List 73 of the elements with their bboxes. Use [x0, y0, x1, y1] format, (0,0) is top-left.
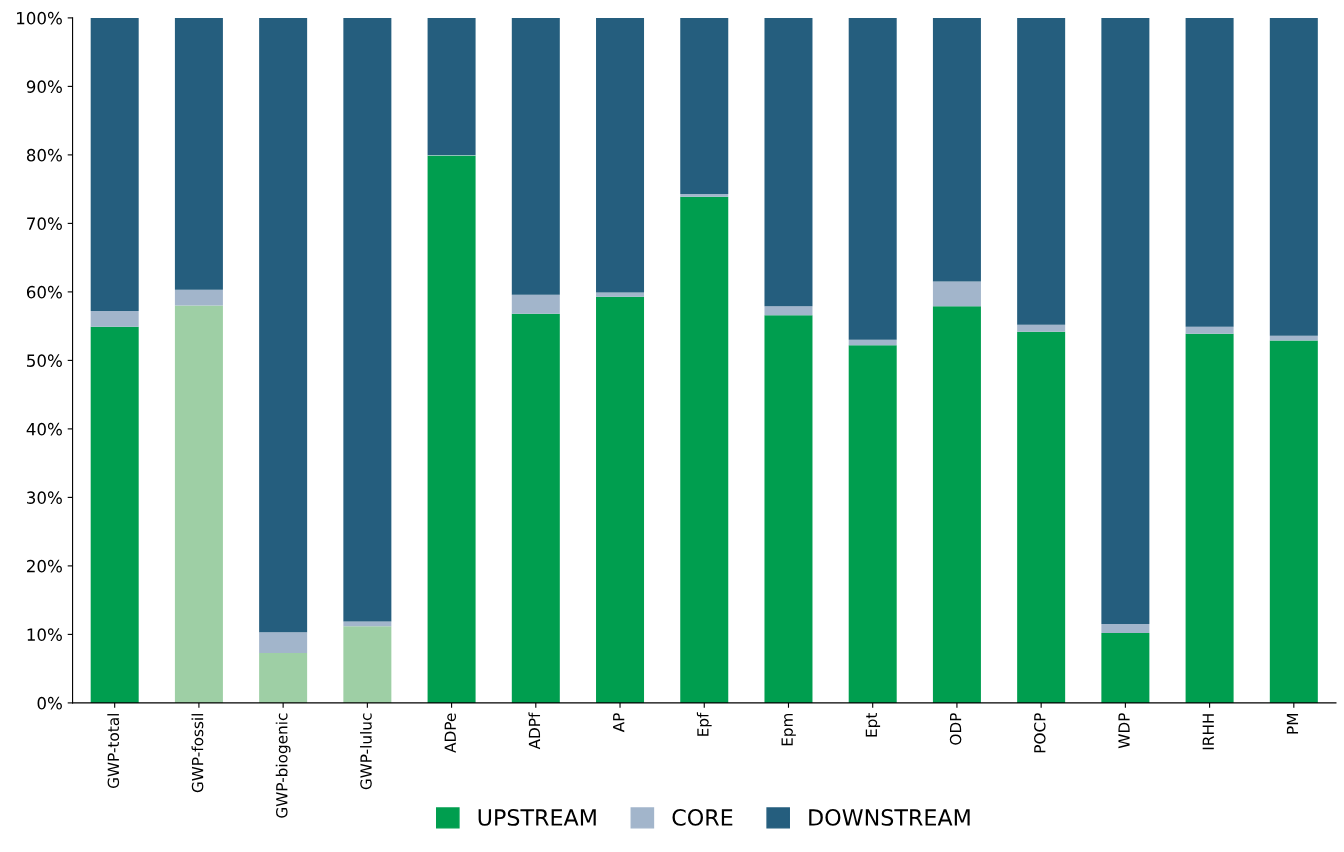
- bar: [174, 17, 223, 290]
- bar: [511, 294, 560, 314]
- bar: [1101, 17, 1150, 625]
- x-tick-label: AP: [613, 713, 625, 733]
- x-tick-label: Epf: [696, 712, 712, 736]
- bar: [1101, 624, 1150, 634]
- bar: [174, 305, 223, 703]
- bar: [932, 17, 981, 282]
- y-tick-label: 100%: [17, 11, 62, 25]
- bar: [90, 311, 139, 327]
- bar: [680, 17, 729, 194]
- bar: [932, 281, 981, 307]
- bar: [511, 17, 560, 295]
- bar: [1185, 17, 1234, 327]
- bar: [1269, 340, 1318, 703]
- bar: [596, 17, 645, 293]
- bar: [848, 17, 897, 340]
- bar: [90, 17, 139, 312]
- x-tick-label: GWP-fossil: [191, 714, 204, 793]
- y-tick-label: 30%: [27, 491, 62, 504]
- bar: [511, 313, 560, 703]
- bar: [1017, 17, 1066, 325]
- bar: [764, 306, 813, 316]
- bar: [427, 17, 476, 155]
- bar: [259, 652, 308, 703]
- bar: [259, 632, 308, 653]
- y-tick-label: 50%: [27, 354, 62, 367]
- x-tick-label: PM: [1286, 714, 1299, 734]
- bar: [932, 306, 981, 703]
- bar: [90, 326, 139, 703]
- bar: [848, 345, 897, 703]
- y-tick-label: 40%: [26, 422, 62, 436]
- y-tick-label: 90%: [26, 80, 62, 93]
- bar: [848, 339, 897, 346]
- y-tick-label: 80%: [26, 148, 62, 162]
- legend-label: DOWNSTREAM: [809, 809, 970, 826]
- bar: [259, 17, 308, 633]
- x-tick-label: GWP-total: [107, 714, 120, 789]
- bar: [680, 193, 729, 197]
- bar: [1269, 335, 1318, 341]
- bar: [596, 296, 645, 703]
- bar: [1185, 333, 1234, 703]
- bar: [343, 621, 392, 627]
- y-tick-label: 20%: [27, 559, 62, 573]
- y-tick-label: 0%: [37, 696, 62, 710]
- bar: [343, 626, 392, 703]
- bar: [596, 292, 645, 297]
- x-tick-label: WDP: [1118, 713, 1130, 749]
- y-tick-label: 60%: [26, 285, 62, 299]
- x-tick-label: Epm: [781, 713, 796, 746]
- legend-label: UPSTREAM: [478, 809, 596, 826]
- x-tick-label: GWP-biogenic: [275, 713, 291, 818]
- bar: [1269, 17, 1318, 336]
- x-tick-label: ADPe: [444, 713, 457, 753]
- x-tick-label: ADPf: [528, 712, 541, 750]
- bar: [680, 196, 729, 703]
- bar: [343, 17, 392, 622]
- bar: [1185, 326, 1234, 334]
- x-tick-label: IRHH: [1202, 714, 1214, 750]
- legend-label: CORE: [672, 809, 733, 826]
- bar: [174, 289, 223, 306]
- y-tick-label: 10%: [27, 628, 62, 641]
- x-tick-label: ODP: [949, 713, 962, 745]
- x-tick-label: POCP: [1034, 713, 1046, 753]
- bar: [764, 17, 813, 307]
- x-tick-label: GWP-luluc: [359, 713, 372, 790]
- bar: [1017, 331, 1066, 703]
- bar: [1101, 633, 1150, 703]
- bar: [1017, 324, 1066, 332]
- x-tick-label: Ept: [865, 712, 881, 737]
- y-tick-label: 70%: [27, 217, 62, 230]
- bar: [427, 155, 476, 703]
- bar: [764, 315, 813, 703]
